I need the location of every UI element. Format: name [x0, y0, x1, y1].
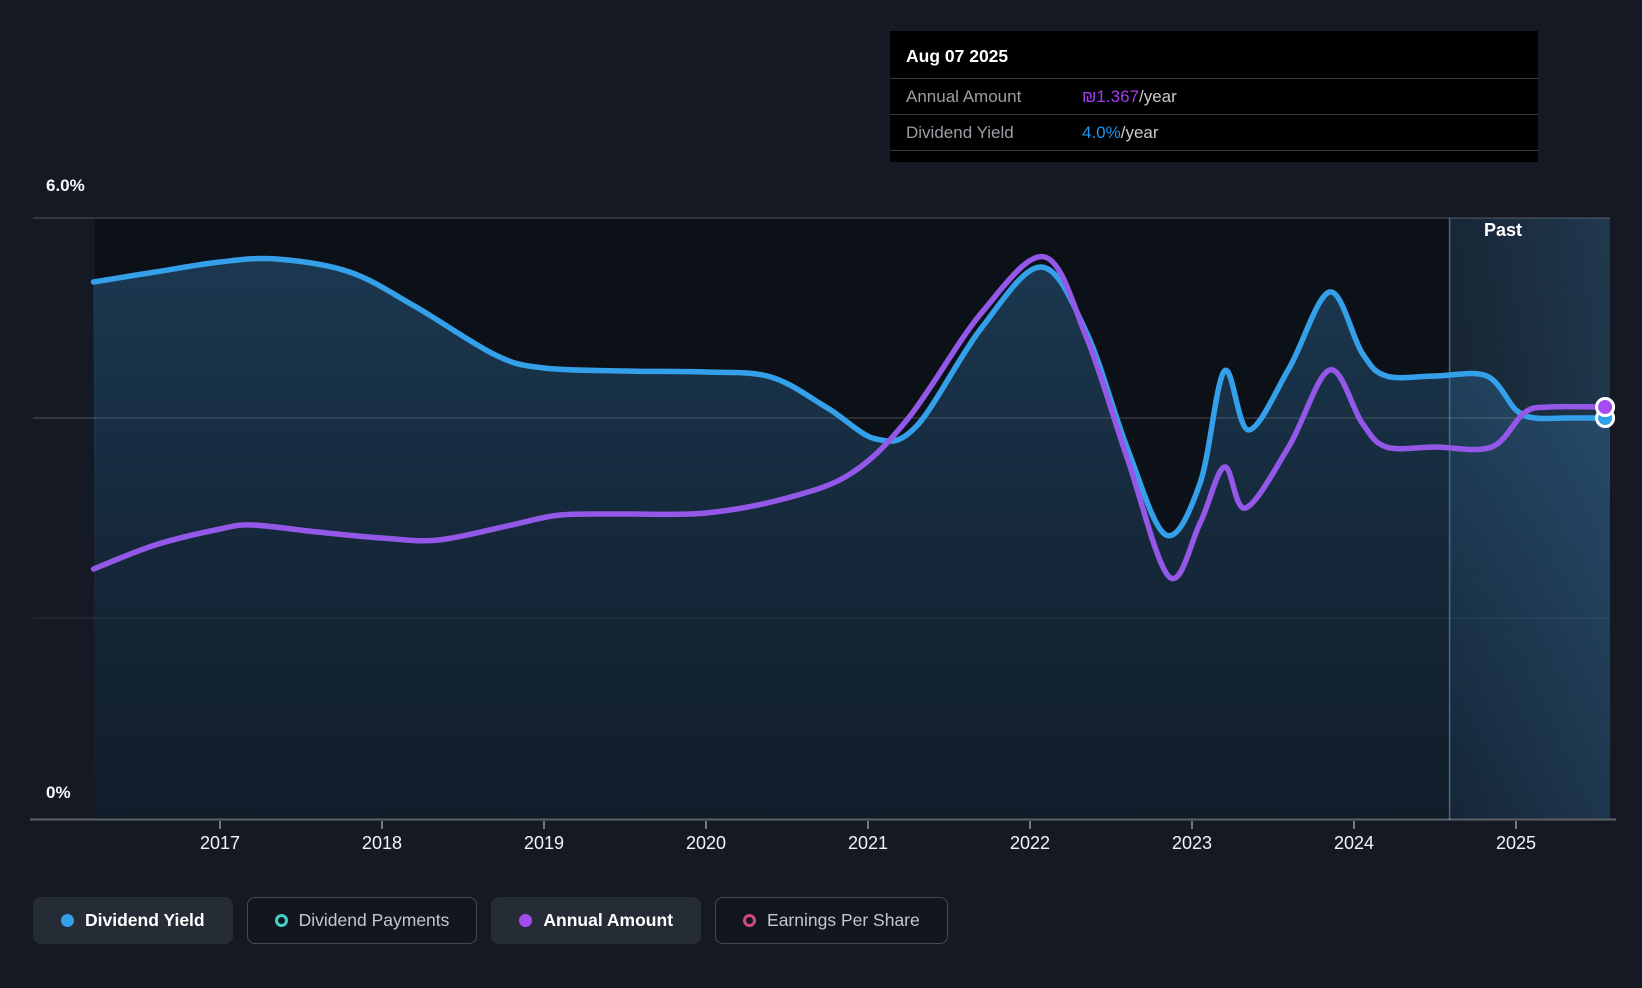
tooltip-suffix: /year [1138, 86, 1177, 106]
tooltip-label: Dividend Yield [906, 122, 1014, 142]
legend-chip-annual-amount[interactable]: Annual Amount [491, 897, 702, 944]
legend-chip-earnings-per-share[interactable]: Earnings Per Share [715, 897, 948, 944]
y-axis-label-bottom: 0% [46, 783, 71, 802]
plot-area[interactable] [95, 218, 1610, 820]
tooltip-date: Aug 07 2025 [906, 46, 1009, 66]
x-axis-label-2023: 2023 [1171, 833, 1213, 853]
chart-legend: Dividend Yield Dividend Payments Annual … [33, 897, 948, 944]
legend-chip-dividend-yield[interactable]: Dividend Yield [33, 897, 233, 944]
legend-chip-dividend-payments[interactable]: Dividend Payments [246, 897, 478, 944]
y-axis-label-top: 6.0% [46, 176, 85, 195]
past-region [1449, 218, 1610, 820]
x-axis-label-2021: 2021 [847, 833, 889, 853]
annual-amount-marker-icon [519, 914, 533, 927]
x-axis-label-2025: 2025 [1495, 833, 1537, 853]
tooltip-row-annual-amount: Annual Amount ₪1.367 /year [890, 78, 1538, 114]
x-axis-label-2024: 2024 [1333, 833, 1375, 853]
tooltip-value-annual-amount: ₪1.367 [1082, 86, 1139, 106]
past-region-label: Past [1483, 220, 1522, 240]
tooltip-suffix: /year [1120, 122, 1159, 142]
dividend-yield-marker-icon [61, 914, 74, 927]
x-axis-label-2018: 2018 [361, 833, 403, 853]
x-axis-label-2020: 2020 [685, 833, 727, 853]
tooltip-row-dividend-yield: Dividend Yield 4.0% /year [890, 114, 1538, 150]
legend-label: Dividend Yield [85, 910, 205, 930]
tooltip-label: Annual Amount [906, 86, 1022, 106]
x-axis-label-2019: 2019 [523, 833, 565, 853]
legend-label: Earnings Per Share [767, 910, 920, 930]
dividend-payments-marker-icon [274, 914, 288, 927]
x-axis-label-2022: 2022 [1009, 833, 1051, 853]
legend-label: Annual Amount [543, 910, 674, 930]
tooltip-value-dividend-yield: 4.0% [1082, 122, 1121, 142]
chart-tooltip: Aug 07 2025 Annual Amount ₪1.367 /year D… [890, 31, 1538, 162]
x-axis: 2017 2018 2019 2020 2021 2022 2023 2024 2025 [0, 833, 1642, 857]
legend-label: Dividend Payments [298, 910, 450, 930]
x-axis-label-2017: 2017 [199, 833, 241, 853]
tooltip-divider [890, 150, 1538, 162]
earnings-per-share-marker-icon [743, 914, 757, 927]
